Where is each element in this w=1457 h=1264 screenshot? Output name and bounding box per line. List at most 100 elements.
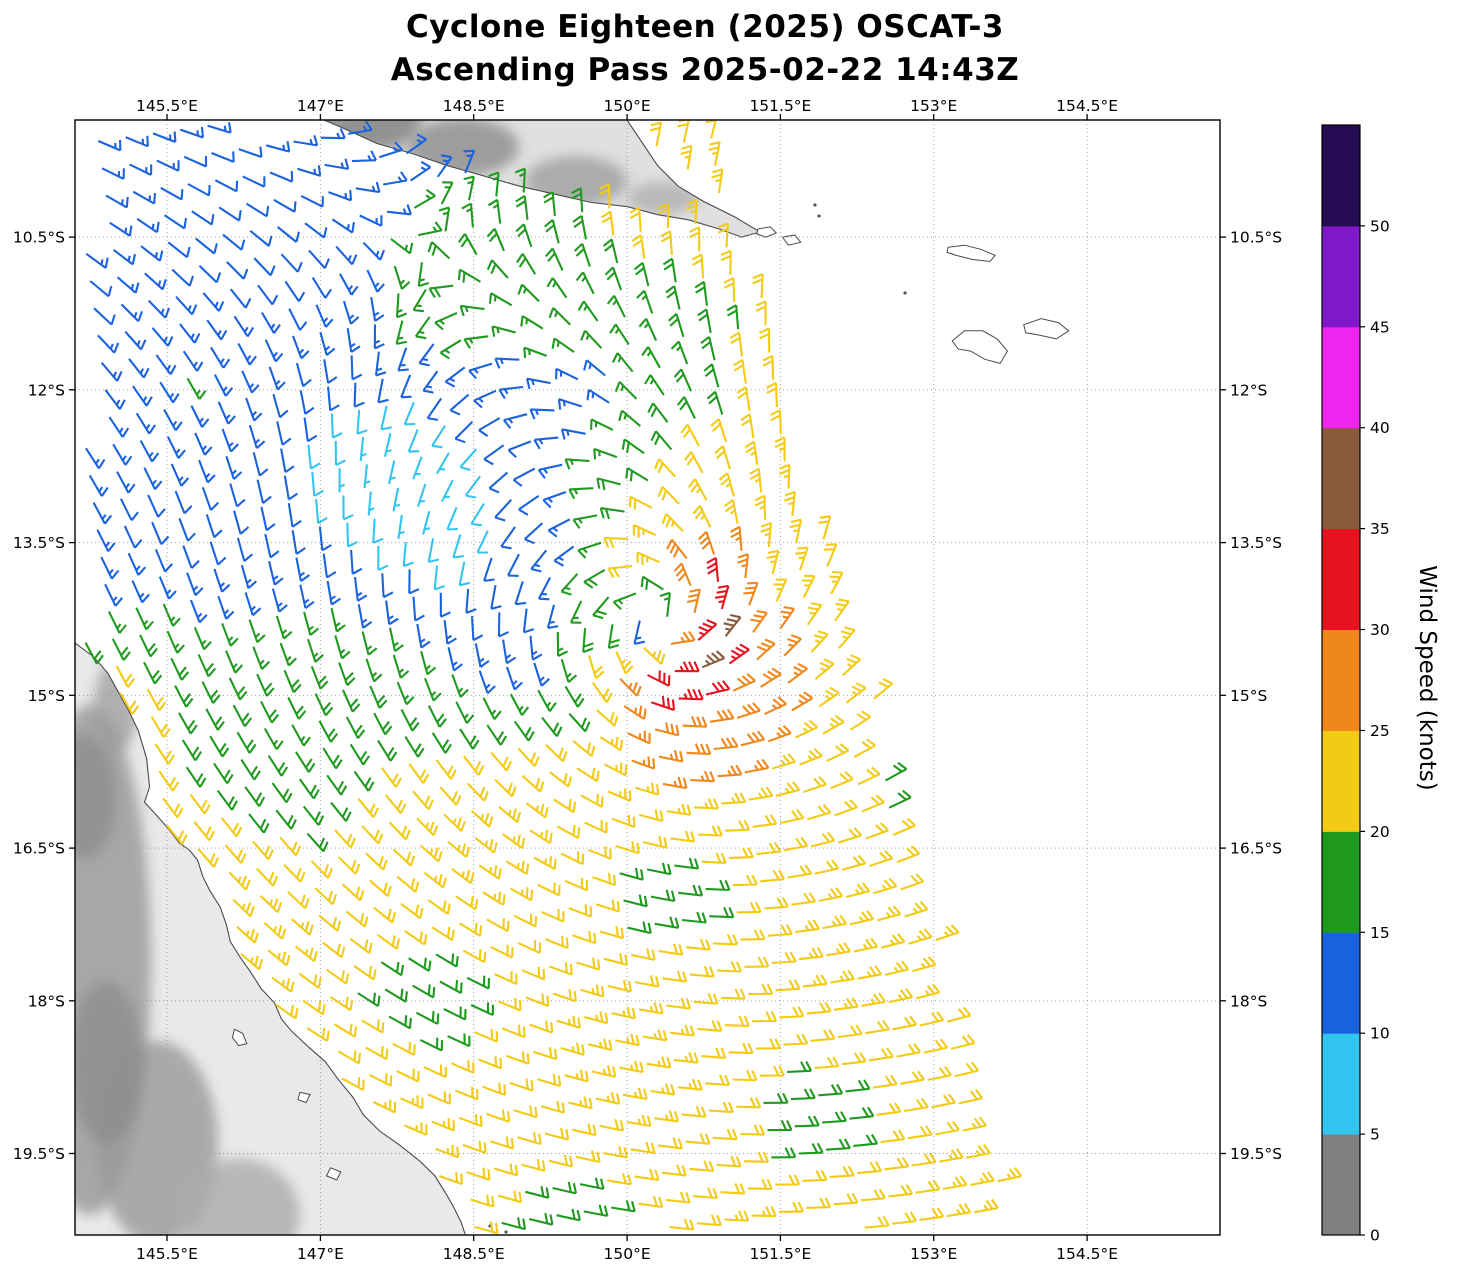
wind-barb bbox=[119, 498, 139, 521]
wind-barb bbox=[658, 749, 684, 763]
wind-barb bbox=[623, 705, 647, 720]
wind-barb bbox=[252, 452, 269, 477]
wind-barb bbox=[701, 650, 726, 669]
wind-barb bbox=[436, 154, 453, 178]
wind-barb bbox=[587, 655, 605, 680]
wind-barb bbox=[357, 798, 380, 818]
wind-barb bbox=[766, 382, 778, 408]
wind-barb bbox=[242, 175, 266, 188]
wind-barb bbox=[520, 315, 544, 330]
wind-barb bbox=[186, 572, 204, 597]
wind-barb bbox=[814, 859, 840, 875]
wind-barb bbox=[537, 882, 561, 897]
wind-barb bbox=[760, 667, 782, 688]
wind-barb bbox=[577, 300, 599, 322]
wind-barb bbox=[740, 730, 766, 747]
wind-barb bbox=[267, 949, 291, 967]
wind-barb bbox=[676, 396, 696, 419]
wind-barb bbox=[515, 195, 529, 220]
wind-barb bbox=[268, 366, 286, 391]
wind-barb bbox=[291, 724, 311, 747]
wind-barb bbox=[628, 495, 653, 510]
wind-barb bbox=[714, 445, 731, 470]
wind-barb bbox=[541, 716, 563, 737]
islet-dot bbox=[813, 203, 817, 207]
lat-tick-label-left: 16.5°S bbox=[13, 840, 65, 858]
wind-barb bbox=[533, 662, 551, 687]
wind-barb bbox=[818, 1083, 844, 1097]
wind-barb bbox=[299, 390, 315, 415]
wind-barb bbox=[997, 1167, 1022, 1183]
wind-barb bbox=[754, 494, 767, 520]
wind-barb bbox=[97, 139, 122, 152]
wind-barb bbox=[417, 262, 430, 288]
wind-barb bbox=[459, 304, 485, 317]
island bbox=[756, 226, 778, 238]
wind-barb bbox=[229, 288, 252, 309]
wind-barb bbox=[417, 221, 443, 237]
wind-barb bbox=[736, 386, 751, 411]
wind-barb bbox=[634, 975, 660, 988]
wind-barb bbox=[678, 884, 704, 897]
wind-barb bbox=[486, 227, 505, 252]
wind-barb bbox=[366, 269, 385, 293]
wind-barb bbox=[572, 1123, 597, 1137]
wind-barb bbox=[361, 1019, 385, 1034]
wind-barb bbox=[408, 569, 420, 595]
wind-barb bbox=[717, 222, 729, 248]
wind-barb bbox=[760, 522, 773, 547]
wind-barb bbox=[464, 475, 481, 499]
wind-barb bbox=[385, 600, 399, 626]
wind-barb bbox=[151, 327, 174, 347]
wind-barb bbox=[310, 860, 333, 879]
wind-barb bbox=[711, 168, 724, 194]
wind-barb bbox=[588, 846, 612, 860]
wind-barb bbox=[207, 122, 232, 134]
wind-barb bbox=[128, 358, 150, 379]
wind-barb bbox=[591, 681, 613, 703]
wind-barb bbox=[263, 922, 287, 940]
wind-barb bbox=[657, 1137, 683, 1150]
wind-barb bbox=[884, 1156, 910, 1171]
wind-barb bbox=[611, 1006, 637, 1020]
wind-barb bbox=[424, 677, 442, 702]
wind-barb bbox=[767, 924, 793, 937]
wind-barb bbox=[638, 1002, 664, 1015]
wind-barb bbox=[459, 448, 478, 472]
wind-barb bbox=[529, 408, 555, 420]
lat-tick-label-right: 15°S bbox=[1230, 687, 1267, 705]
wind-barb bbox=[822, 914, 848, 930]
wind-barb bbox=[283, 669, 302, 694]
wind-barb bbox=[89, 280, 113, 298]
colorbar-segment bbox=[1322, 730, 1360, 832]
island bbox=[325, 1167, 342, 1181]
wind-barb bbox=[801, 574, 816, 598]
wind-barb bbox=[931, 1093, 956, 1109]
wind-barb bbox=[377, 378, 389, 404]
wind-barb bbox=[673, 368, 693, 392]
wind-barb bbox=[240, 953, 264, 971]
wind-barb bbox=[502, 639, 517, 665]
lat-tick-label-right: 13.5°S bbox=[1230, 534, 1282, 552]
wind-barb bbox=[947, 1006, 972, 1023]
wind-barb bbox=[372, 518, 384, 544]
wind-barb bbox=[752, 814, 778, 828]
wind-barb bbox=[466, 975, 491, 990]
wind-barb bbox=[351, 150, 377, 163]
wind-barb bbox=[537, 689, 557, 712]
wind-barb bbox=[542, 491, 567, 509]
wind-barb bbox=[380, 961, 405, 977]
wind-barb bbox=[197, 654, 217, 678]
wind-barb bbox=[245, 202, 270, 218]
lat-tick-label-left: 19.5°S bbox=[13, 1145, 65, 1163]
colorbar-segment bbox=[1322, 629, 1360, 731]
wind-barb bbox=[592, 872, 617, 887]
gridlines bbox=[75, 120, 1220, 1235]
wind-barb bbox=[703, 363, 720, 388]
wind-barb bbox=[521, 966, 546, 981]
wind-barb bbox=[369, 685, 388, 709]
wind-barb bbox=[701, 1047, 727, 1059]
wind-barb bbox=[272, 393, 289, 419]
wind-barb bbox=[523, 522, 544, 545]
wind-barb bbox=[144, 272, 167, 291]
